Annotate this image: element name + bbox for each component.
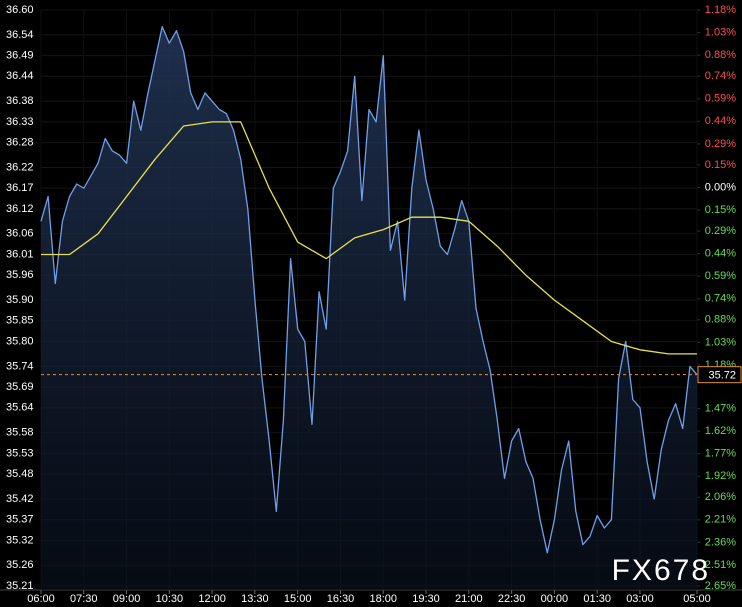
y2-tick-label: 0.88% xyxy=(705,49,736,61)
plot xyxy=(40,25,698,591)
y-tick-label: 35.96 xyxy=(6,269,34,281)
x-tick-label: 00:00 xyxy=(541,593,569,605)
y2-tick-label: 2.65% xyxy=(705,580,736,592)
y-tick-label: 36.22 xyxy=(6,161,34,173)
x-tick-label: 18:00 xyxy=(369,593,397,605)
x-tick-label: 05:00 xyxy=(683,593,711,605)
y-tick-label: 35.32 xyxy=(6,534,34,546)
y2-tick-label: 0.74% xyxy=(705,70,736,82)
y2-tick-label: 0.00% xyxy=(705,181,736,193)
axes: 36.60 36.54 36.49 36.44 36.38 36.33 36.28 36.22… xyxy=(6,4,742,605)
x-tick-label: 15:00 xyxy=(284,593,312,605)
y2-tick-label: 2.36% xyxy=(705,536,736,548)
y-tick-label: 36.33 xyxy=(6,116,34,128)
y2-tick-label: 1.92% xyxy=(705,470,736,482)
x-tick-label: 10:30 xyxy=(156,593,184,605)
y2-tick-label: 1.03% xyxy=(705,336,736,348)
y2-tick-label: 0.74% xyxy=(705,293,736,305)
y-tick-label: 35.26 xyxy=(6,559,34,571)
x-tick-label: 03:00 xyxy=(626,593,654,605)
x-tick-label: 16:30 xyxy=(327,593,355,605)
y-tick-label: 36.38 xyxy=(6,95,34,107)
y-tick-label: 35.64 xyxy=(6,402,34,414)
y-tick-label: 35.21 xyxy=(6,580,34,592)
y2-tick-label: 1.18% xyxy=(705,4,736,16)
y-tick-label: 35.53 xyxy=(6,447,34,459)
average-line xyxy=(41,121,697,355)
x-tick-label: 13:30 xyxy=(241,593,269,605)
y-tick-label: 36.54 xyxy=(6,29,34,41)
y2-tick-label: 2.06% xyxy=(705,491,736,503)
y2-tick-label: 0.59% xyxy=(705,93,736,105)
x-tick-label: 09:00 xyxy=(113,593,141,605)
y-tick-label: 36.49 xyxy=(6,49,34,61)
y-tick-label: 36.44 xyxy=(6,70,34,82)
y-tick-label: 36.60 xyxy=(6,4,34,16)
y-tick-label: 35.85 xyxy=(6,315,34,327)
x-tick-label: 22:30 xyxy=(498,593,526,605)
y-tick-label: 35.58 xyxy=(6,427,34,439)
y-tick-label: 36.01 xyxy=(6,248,34,260)
y2-tick-label: 2.21% xyxy=(705,514,736,526)
y2-tick-label: 0.44% xyxy=(705,248,736,260)
y2-tick-label: 1.62% xyxy=(705,425,736,437)
x-tick-label: 21:00 xyxy=(455,593,483,605)
y2-tick-label: 2.51% xyxy=(705,559,736,571)
x-tick-label: 06:00 xyxy=(27,593,55,605)
y-tick-label: 35.69 xyxy=(6,381,34,393)
y2-tick-label: 1.77% xyxy=(705,448,736,460)
y2-tick-label: 0.15% xyxy=(705,159,736,171)
price-area xyxy=(41,26,697,591)
y-tick-label: 36.28 xyxy=(6,137,34,149)
y2-tick-label: 0.15% xyxy=(705,204,736,216)
y-tick-label: 36.12 xyxy=(6,203,34,215)
y2-tick-label: 0.44% xyxy=(705,115,736,127)
y-tick-label: 35.80 xyxy=(6,335,34,347)
y2-tick-label: 0.29% xyxy=(705,138,736,150)
y2-tick-label: 0.88% xyxy=(705,314,736,326)
y-tick-label: 36.17 xyxy=(6,182,34,194)
y2-tick-label: 1.47% xyxy=(705,402,736,414)
y-tick-label: 35.37 xyxy=(6,514,34,526)
y2-tick-label: 0.59% xyxy=(705,270,736,282)
x-tick-label: 19:30 xyxy=(412,593,440,605)
x-tick-label: 01:30 xyxy=(583,593,611,605)
x-tick-label: 07:30 xyxy=(70,593,98,605)
current-price-box xyxy=(697,366,742,384)
y2-tick-label: 0.29% xyxy=(705,225,736,237)
y-tick-label: 35.48 xyxy=(6,468,34,480)
x-tick-label: 12:00 xyxy=(198,593,226,605)
current-price-label: 35.72 xyxy=(708,370,736,382)
watermark: FX678 xyxy=(612,554,710,587)
y-tick-label: 36.06 xyxy=(6,228,34,240)
y-tick-label: 35.90 xyxy=(6,294,34,306)
price-line xyxy=(40,25,698,554)
y-tick-label: 35.42 xyxy=(6,493,34,505)
y2-tick-label: 1.03% xyxy=(705,26,736,38)
y-tick-label: 35.74 xyxy=(6,360,34,372)
